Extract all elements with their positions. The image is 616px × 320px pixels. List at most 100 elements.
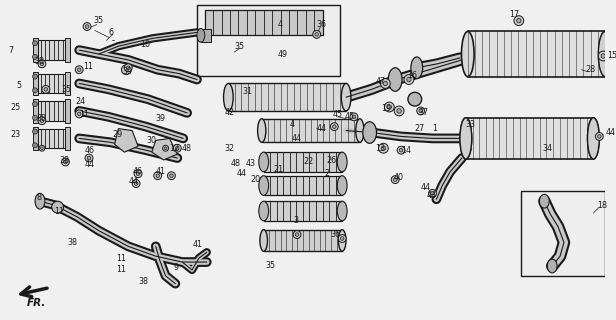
Text: 10: 10 — [140, 40, 150, 49]
Circle shape — [87, 156, 91, 160]
Ellipse shape — [363, 122, 376, 143]
Circle shape — [429, 189, 436, 197]
Ellipse shape — [338, 201, 347, 221]
Bar — [33, 38, 38, 62]
Circle shape — [394, 178, 397, 181]
Text: 44: 44 — [605, 128, 615, 137]
Text: 11: 11 — [116, 254, 126, 263]
Circle shape — [387, 105, 392, 109]
Bar — [36, 74, 67, 93]
Circle shape — [596, 132, 603, 140]
Text: 19: 19 — [381, 104, 392, 114]
Circle shape — [397, 109, 401, 113]
Bar — [468, 31, 605, 76]
Circle shape — [40, 119, 44, 123]
Circle shape — [163, 145, 169, 151]
Text: 12: 12 — [169, 144, 180, 153]
Bar — [65, 127, 70, 150]
Circle shape — [33, 88, 38, 93]
Circle shape — [33, 41, 38, 46]
Ellipse shape — [224, 84, 233, 111]
Text: 45: 45 — [344, 112, 354, 121]
Circle shape — [75, 110, 83, 118]
Circle shape — [601, 54, 606, 58]
Circle shape — [381, 146, 386, 150]
Text: 18: 18 — [598, 201, 607, 210]
Circle shape — [75, 66, 83, 74]
Circle shape — [156, 174, 160, 178]
Text: 32: 32 — [224, 144, 235, 153]
Circle shape — [404, 75, 414, 84]
Circle shape — [124, 64, 132, 72]
Bar — [197, 5, 340, 76]
Text: 35: 35 — [234, 42, 245, 51]
Text: 22: 22 — [303, 157, 313, 166]
Circle shape — [407, 77, 411, 82]
Ellipse shape — [540, 194, 549, 208]
Circle shape — [39, 145, 45, 151]
Circle shape — [132, 180, 140, 188]
Bar — [65, 99, 70, 123]
Circle shape — [384, 102, 394, 112]
Circle shape — [169, 174, 173, 178]
Circle shape — [134, 170, 142, 178]
Text: 11: 11 — [54, 206, 63, 216]
Bar — [65, 38, 70, 62]
Circle shape — [341, 237, 344, 240]
Ellipse shape — [257, 119, 266, 142]
Circle shape — [399, 148, 403, 152]
Text: 37: 37 — [419, 108, 429, 117]
Circle shape — [33, 102, 38, 107]
Circle shape — [78, 68, 81, 71]
Bar — [264, 152, 342, 172]
Text: 44: 44 — [291, 134, 301, 143]
Bar — [201, 28, 211, 42]
Circle shape — [63, 160, 67, 164]
Ellipse shape — [598, 31, 612, 76]
Polygon shape — [152, 139, 177, 160]
Circle shape — [431, 192, 434, 195]
Text: 38: 38 — [60, 156, 70, 164]
Circle shape — [408, 92, 422, 106]
Circle shape — [330, 123, 338, 131]
Bar — [36, 129, 67, 148]
Text: 44: 44 — [85, 160, 95, 169]
Text: 35: 35 — [265, 261, 276, 270]
Ellipse shape — [411, 57, 423, 78]
Circle shape — [391, 176, 399, 184]
Text: 35: 35 — [93, 16, 103, 25]
Text: 38: 38 — [67, 238, 78, 247]
Text: 24: 24 — [75, 97, 86, 106]
Circle shape — [417, 107, 424, 115]
Text: 41: 41 — [193, 240, 203, 249]
Circle shape — [62, 158, 70, 166]
Circle shape — [78, 112, 81, 116]
Circle shape — [350, 113, 358, 121]
Bar — [36, 40, 67, 60]
Circle shape — [83, 23, 91, 30]
Ellipse shape — [341, 84, 351, 111]
Text: 28: 28 — [586, 65, 596, 74]
Ellipse shape — [461, 31, 474, 76]
Text: 35: 35 — [62, 85, 71, 94]
Text: 44: 44 — [427, 191, 437, 200]
Bar — [33, 127, 38, 150]
Text: 3: 3 — [293, 216, 298, 225]
Circle shape — [33, 115, 38, 120]
Text: 11: 11 — [116, 265, 126, 275]
Circle shape — [33, 143, 38, 148]
Circle shape — [338, 235, 346, 243]
Ellipse shape — [460, 118, 472, 159]
Circle shape — [52, 201, 63, 213]
Text: 30: 30 — [146, 136, 156, 145]
Text: 27: 27 — [415, 124, 425, 133]
Circle shape — [381, 78, 391, 88]
Circle shape — [38, 60, 46, 68]
Text: 44: 44 — [236, 169, 246, 178]
Circle shape — [295, 233, 299, 236]
Ellipse shape — [35, 193, 45, 209]
Ellipse shape — [547, 259, 557, 273]
Circle shape — [394, 106, 404, 116]
Circle shape — [121, 65, 131, 75]
Ellipse shape — [259, 201, 269, 221]
